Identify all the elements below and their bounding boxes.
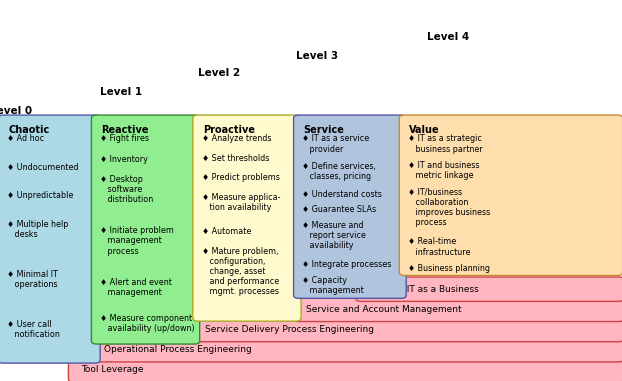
Text: ♦ Predict problems: ♦ Predict problems xyxy=(202,173,279,182)
Text: Service: Service xyxy=(304,125,345,135)
Text: Service and Account Management: Service and Account Management xyxy=(306,305,462,314)
FancyBboxPatch shape xyxy=(91,338,622,362)
Text: ♦ Guarantee SLAs: ♦ Guarantee SLAs xyxy=(302,205,376,214)
Text: ♦ IT/business
   collaboration
   improves business
   process: ♦ IT/business collaboration improves bus… xyxy=(408,188,490,227)
Text: Level 0: Level 0 xyxy=(0,106,32,116)
Text: ♦ Fight fires: ♦ Fight fires xyxy=(100,134,149,144)
Text: Reactive: Reactive xyxy=(101,125,149,135)
Text: ♦ Ad hoc: ♦ Ad hoc xyxy=(7,134,44,144)
Text: Service Delivery Process Engineering: Service Delivery Process Engineering xyxy=(205,325,374,334)
Text: Level 2: Level 2 xyxy=(198,68,240,78)
Text: ♦ IT as a strategic
   business partner: ♦ IT as a strategic business partner xyxy=(408,134,483,154)
Text: ♦ Multiple help
   desks: ♦ Multiple help desks xyxy=(7,220,68,239)
FancyBboxPatch shape xyxy=(356,277,622,301)
Text: Tool Leverage: Tool Leverage xyxy=(81,365,143,375)
Text: ♦ IT as a service
   provider: ♦ IT as a service provider xyxy=(302,134,369,154)
FancyBboxPatch shape xyxy=(294,115,406,298)
Text: ♦ User call
   notification: ♦ User call notification xyxy=(7,320,60,339)
Text: ♦ Capacity
   management: ♦ Capacity management xyxy=(302,276,364,295)
Text: Level 1: Level 1 xyxy=(100,87,142,97)
FancyBboxPatch shape xyxy=(193,115,301,321)
Text: ♦ Initiate problem
   management
   process: ♦ Initiate problem management process xyxy=(100,226,174,256)
Text: ♦ Integrate processes: ♦ Integrate processes xyxy=(302,260,392,269)
FancyBboxPatch shape xyxy=(294,297,622,322)
Text: Proactive: Proactive xyxy=(203,125,255,135)
Text: ♦ Undocumented: ♦ Undocumented xyxy=(7,163,78,172)
Text: ♦ Measure component
   availability (up/down): ♦ Measure component availability (up/dow… xyxy=(100,314,195,333)
Text: Chaotic: Chaotic xyxy=(8,125,49,135)
FancyBboxPatch shape xyxy=(91,115,200,344)
Text: Level 3: Level 3 xyxy=(296,51,338,61)
Text: ♦ Define services,
   classes, pricing: ♦ Define services, classes, pricing xyxy=(302,162,376,181)
Text: ♦ Analyze trends: ♦ Analyze trends xyxy=(202,134,271,144)
Text: ♦ Measure applica-
   tion availability: ♦ Measure applica- tion availability xyxy=(202,193,280,212)
FancyBboxPatch shape xyxy=(193,317,622,342)
Text: ♦ Measure and
   report service
   availability: ♦ Measure and report service availabilit… xyxy=(302,221,366,250)
Text: ♦ Minimal IT
   operations: ♦ Minimal IT operations xyxy=(7,270,58,289)
Text: Level 4: Level 4 xyxy=(427,32,469,42)
Text: ♦ Understand costs: ♦ Understand costs xyxy=(302,190,382,199)
Text: Operational Process Engineering: Operational Process Engineering xyxy=(104,345,252,354)
Text: ♦ Alert and event
   management: ♦ Alert and event management xyxy=(100,278,172,297)
FancyBboxPatch shape xyxy=(0,115,100,363)
Text: ♦ Unpredictable: ♦ Unpredictable xyxy=(7,191,73,200)
Text: ♦ Mature problem,
   configuration,
   change, asset
   and performance
   mgmt.: ♦ Mature problem, configuration, change,… xyxy=(202,247,279,296)
Text: ♦ Business planning: ♦ Business planning xyxy=(408,264,490,273)
Text: Value: Value xyxy=(409,125,440,135)
FancyBboxPatch shape xyxy=(68,358,622,381)
Text: ♦ Automate: ♦ Automate xyxy=(202,227,251,237)
Text: ♦ Real-time
   infrastructure: ♦ Real-time infrastructure xyxy=(408,237,470,256)
Text: ♦ IT and business
   metric linkage: ♦ IT and business metric linkage xyxy=(408,161,480,180)
FancyBboxPatch shape xyxy=(399,115,622,275)
Text: ♦ Desktop
   software
   distribution: ♦ Desktop software distribution xyxy=(100,175,154,204)
Text: ♦ Set thresholds: ♦ Set thresholds xyxy=(202,154,269,163)
Text: ♦ Inventory: ♦ Inventory xyxy=(100,155,148,164)
Text: Manage IT as a Business: Manage IT as a Business xyxy=(368,285,479,294)
